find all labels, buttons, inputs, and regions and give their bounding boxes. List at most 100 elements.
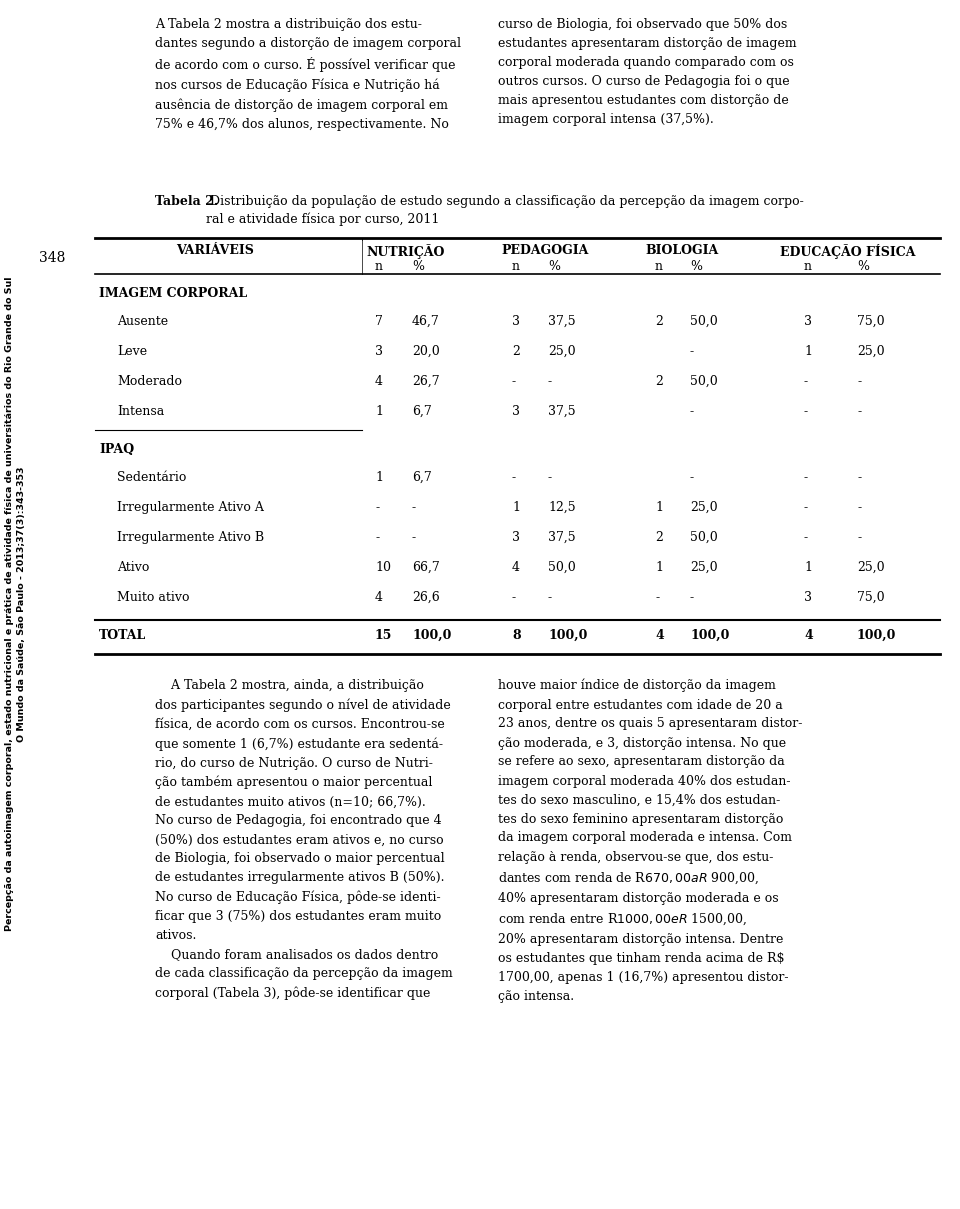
Text: VARIÁVEIS: VARIÁVEIS xyxy=(176,244,254,258)
Text: 1: 1 xyxy=(375,472,383,484)
Text: Moderado: Moderado xyxy=(117,375,182,388)
Text: -: - xyxy=(690,405,694,418)
Text: 100,0: 100,0 xyxy=(412,629,451,642)
Text: Intensa: Intensa xyxy=(117,405,164,418)
Text: 66,7: 66,7 xyxy=(412,561,440,574)
Text: 50,0: 50,0 xyxy=(548,561,576,574)
Text: 25,0: 25,0 xyxy=(690,501,718,514)
Text: EDUCAÇÃO FÍSICA: EDUCAÇÃO FÍSICA xyxy=(780,244,916,259)
Text: -: - xyxy=(804,472,808,484)
Text: 3: 3 xyxy=(512,405,520,418)
Text: A Tabela 2 mostra a distribuição dos estu-
dantes segundo a distorção de imagem : A Tabela 2 mostra a distribuição dos est… xyxy=(155,18,461,131)
Text: 3: 3 xyxy=(804,591,812,604)
Text: 7: 7 xyxy=(375,316,383,328)
Text: Ativo: Ativo xyxy=(117,561,150,574)
Text: 12,5: 12,5 xyxy=(548,501,576,514)
Text: 50,0: 50,0 xyxy=(690,375,718,388)
Text: 1: 1 xyxy=(512,501,520,514)
Text: 2: 2 xyxy=(655,531,662,544)
Text: n: n xyxy=(512,260,520,273)
Text: IMAGEM CORPORAL: IMAGEM CORPORAL xyxy=(99,287,247,300)
Text: -: - xyxy=(804,501,808,514)
Text: 37,5: 37,5 xyxy=(548,316,576,328)
Text: 50,0: 50,0 xyxy=(690,316,718,328)
Text: TOTAL: TOTAL xyxy=(99,629,146,642)
Text: 50,0: 50,0 xyxy=(690,531,718,544)
Text: Tabela 2.: Tabela 2. xyxy=(155,195,218,208)
Text: -: - xyxy=(857,375,861,388)
Text: 100,0: 100,0 xyxy=(690,629,730,642)
Text: -: - xyxy=(857,405,861,418)
Text: 10: 10 xyxy=(375,561,391,574)
Text: Ausente: Ausente xyxy=(117,316,168,328)
Text: -: - xyxy=(690,345,694,358)
Text: -: - xyxy=(804,531,808,544)
Text: n: n xyxy=(804,260,812,273)
Text: 20,0: 20,0 xyxy=(412,345,440,358)
Text: 3: 3 xyxy=(512,531,520,544)
Text: -: - xyxy=(857,472,861,484)
Text: 4: 4 xyxy=(375,591,383,604)
Text: 75,0: 75,0 xyxy=(857,591,884,604)
Text: 25,0: 25,0 xyxy=(857,345,884,358)
Text: -: - xyxy=(548,591,552,604)
Text: 1: 1 xyxy=(655,501,663,514)
Text: 100,0: 100,0 xyxy=(857,629,897,642)
Text: 4: 4 xyxy=(375,375,383,388)
Text: -: - xyxy=(690,591,694,604)
Text: 46,7: 46,7 xyxy=(412,316,440,328)
Text: NUTRIÇÃO: NUTRIÇÃO xyxy=(367,244,445,259)
Text: 75,0: 75,0 xyxy=(857,316,884,328)
Text: n: n xyxy=(655,260,663,273)
Text: -: - xyxy=(857,501,861,514)
Text: -: - xyxy=(804,405,808,418)
Text: Distribuição da população de estudo segundo a classificação da percepção da imag: Distribuição da população de estudo segu… xyxy=(206,195,804,226)
Text: houve maior índice de distorção da imagem
corporal entre estudantes com idade de: houve maior índice de distorção da image… xyxy=(498,679,803,1003)
Text: 8: 8 xyxy=(512,629,520,642)
Text: -: - xyxy=(375,501,379,514)
Text: 1: 1 xyxy=(804,561,812,574)
Text: -: - xyxy=(655,591,660,604)
Text: 25,0: 25,0 xyxy=(548,345,576,358)
Text: BIOLOGIA: BIOLOGIA xyxy=(646,244,719,258)
Text: 348: 348 xyxy=(38,251,65,265)
Text: O Mundo da Saúde, São Paulo - 2013;37(3):343-353: O Mundo da Saúde, São Paulo - 2013;37(3)… xyxy=(17,467,27,742)
Text: 4: 4 xyxy=(655,629,663,642)
Text: Irregularmente Ativo B: Irregularmente Ativo B xyxy=(117,531,264,544)
Text: 4: 4 xyxy=(512,561,520,574)
Text: %: % xyxy=(548,260,560,273)
Text: 26,6: 26,6 xyxy=(412,591,440,604)
Text: 26,7: 26,7 xyxy=(412,375,440,388)
Text: A Tabela 2 mostra, ainda, a distribuição
dos participantes segundo o nível de at: A Tabela 2 mostra, ainda, a distribuição… xyxy=(155,679,453,1000)
Text: Muito ativo: Muito ativo xyxy=(117,591,189,604)
Text: 2: 2 xyxy=(512,345,520,358)
Text: -: - xyxy=(857,531,861,544)
Text: 100,0: 100,0 xyxy=(548,629,588,642)
Text: 3: 3 xyxy=(804,316,812,328)
Text: 4: 4 xyxy=(804,629,813,642)
Text: -: - xyxy=(512,591,516,604)
Text: n: n xyxy=(375,260,383,273)
Text: -: - xyxy=(690,472,694,484)
Text: 1: 1 xyxy=(375,405,383,418)
Text: Irregularmente Ativo A: Irregularmente Ativo A xyxy=(117,501,264,514)
Text: 25,0: 25,0 xyxy=(690,561,718,574)
Text: 6,7: 6,7 xyxy=(412,472,432,484)
Text: curso de Biologia, foi observado que 50% dos
estudantes apresentaram distorção d: curso de Biologia, foi observado que 50%… xyxy=(498,18,797,126)
Text: IPAQ: IPAQ xyxy=(99,442,134,456)
Text: %: % xyxy=(412,260,424,273)
Text: 37,5: 37,5 xyxy=(548,405,576,418)
Text: 1: 1 xyxy=(655,561,663,574)
Text: Percepção da autoimagem corporal, estado nutricional e prática de atividade físi: Percepção da autoimagem corporal, estado… xyxy=(6,277,14,931)
Text: 6,7: 6,7 xyxy=(412,405,432,418)
Text: 1: 1 xyxy=(804,345,812,358)
Text: -: - xyxy=(375,531,379,544)
Text: 2: 2 xyxy=(655,375,662,388)
Text: -: - xyxy=(804,375,808,388)
Text: 25,0: 25,0 xyxy=(857,561,884,574)
Text: Leve: Leve xyxy=(117,345,147,358)
Text: -: - xyxy=(548,472,552,484)
Text: 37,5: 37,5 xyxy=(548,531,576,544)
Text: 3: 3 xyxy=(375,345,383,358)
Text: -: - xyxy=(512,375,516,388)
